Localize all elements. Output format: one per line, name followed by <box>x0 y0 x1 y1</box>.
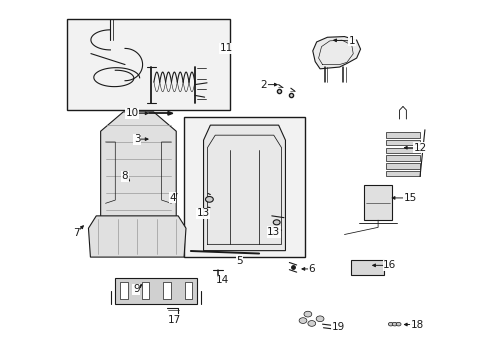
Bar <box>66 19 229 110</box>
Text: 10: 10 <box>125 108 139 118</box>
Text: 8: 8 <box>122 171 128 181</box>
Bar <box>183 117 305 257</box>
Text: 11: 11 <box>219 43 232 53</box>
Polygon shape <box>203 125 285 251</box>
Circle shape <box>304 311 311 317</box>
Text: 7: 7 <box>73 228 80 238</box>
Circle shape <box>316 316 324 321</box>
Text: 3: 3 <box>134 134 140 144</box>
Text: 12: 12 <box>412 143 426 153</box>
Circle shape <box>307 320 315 326</box>
Bar <box>142 282 149 300</box>
Polygon shape <box>312 37 360 69</box>
Text: 9: 9 <box>133 284 139 294</box>
Bar <box>120 282 128 300</box>
Text: 1: 1 <box>348 36 354 46</box>
Text: 6: 6 <box>308 264 314 274</box>
Text: 19: 19 <box>331 322 344 332</box>
Polygon shape <box>88 216 185 257</box>
Bar <box>363 185 391 220</box>
Text: 14: 14 <box>216 275 229 285</box>
Bar <box>184 282 192 300</box>
Circle shape <box>205 197 213 202</box>
Polygon shape <box>167 112 172 115</box>
Bar <box>385 132 419 138</box>
Text: 13: 13 <box>196 208 209 219</box>
Text: 5: 5 <box>236 256 243 266</box>
Text: 15: 15 <box>403 193 416 203</box>
Circle shape <box>387 322 392 326</box>
Circle shape <box>299 318 306 323</box>
Bar <box>350 260 383 275</box>
Text: 18: 18 <box>410 320 424 329</box>
Circle shape <box>273 220 280 225</box>
Text: 13: 13 <box>266 227 280 237</box>
Bar <box>163 282 170 300</box>
Text: 17: 17 <box>167 315 181 325</box>
Bar <box>115 278 197 304</box>
Text: 4: 4 <box>169 193 175 203</box>
Polygon shape <box>101 112 176 220</box>
Bar <box>385 171 419 176</box>
Text: 2: 2 <box>260 80 267 90</box>
Bar <box>385 148 419 153</box>
Bar <box>385 163 419 168</box>
Circle shape <box>395 322 400 326</box>
Text: 16: 16 <box>383 260 396 270</box>
Circle shape <box>391 322 396 326</box>
Bar <box>385 156 419 161</box>
Bar <box>385 140 419 145</box>
